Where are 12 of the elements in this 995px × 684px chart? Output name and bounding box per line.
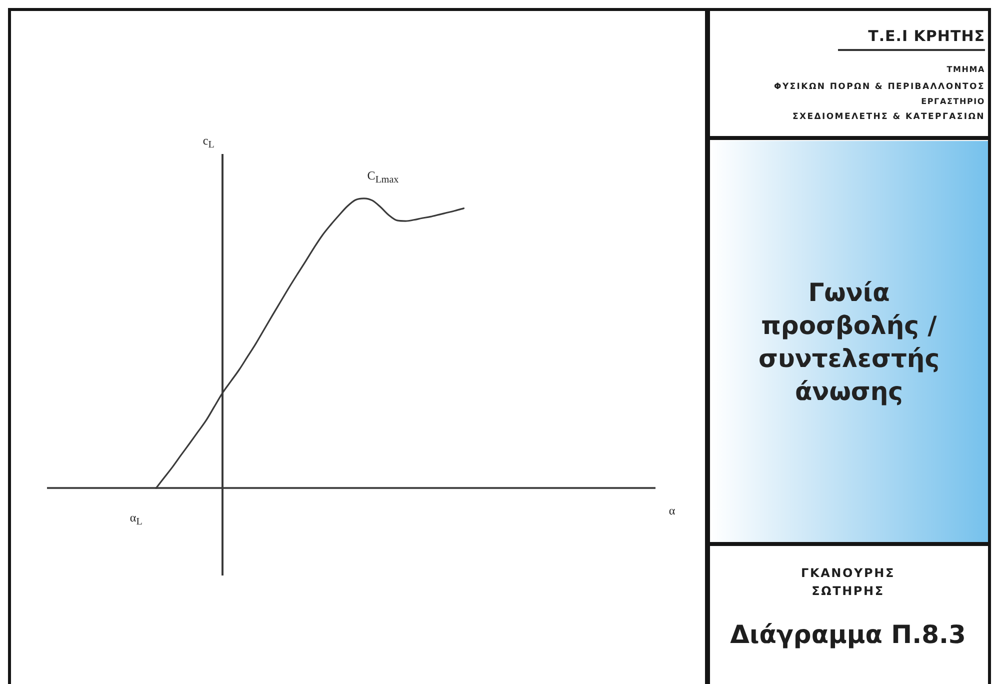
- text: Γωνία προσβολής / συντελεστής άνωσης: [757, 276, 941, 408]
- text: Διάγραμμα Π.8.3: [729, 619, 967, 651]
- text: ΕΡΓΑΣΤΗΡΙΟ: [921, 96, 985, 108]
- text: Τ.Ε.Ι ΚΡΗΤΗΣ: [868, 26, 985, 46]
- text: ΤΜΗΜΑ: [946, 64, 985, 76]
- x-axis-title: α: [668, 504, 676, 519]
- y-axis-title: c$_{L}$: [202, 133, 214, 151]
- text: C$_{Lmax}$: [367, 168, 399, 186]
- text: α$_{L}$: [130, 510, 142, 528]
- text: ΣΧΕΔΙΟΜΕΛΕΤΗΣ & ΚΑΤΕΡΓΑΣΙΩΝ: [792, 111, 985, 123]
- text: ΦΥΣΙΚΩΝ ΠΟΡΩΝ & ΠΕΡΙΒΑΛΛΟΝΤΟΣ: [774, 81, 985, 93]
- text: ΓΚΑΝΟΥΡΗΣ ΣΩΤΗΡΗΣ: [800, 565, 896, 600]
